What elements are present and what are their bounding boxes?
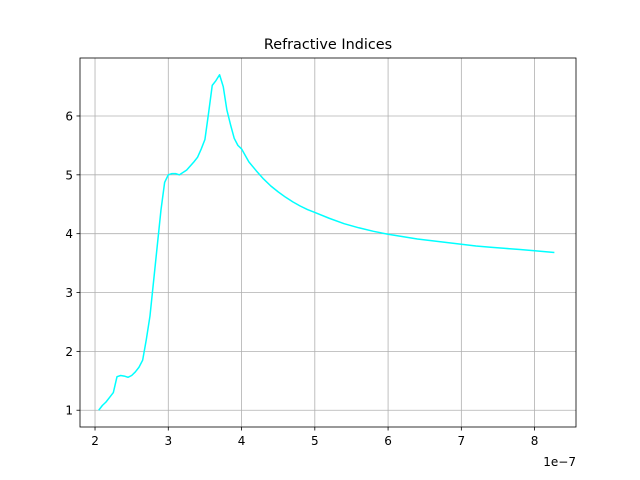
x-offset-label: 1e−7 [543,455,576,469]
y-tick-label: 1 [65,404,73,418]
y-tick-label: 2 [65,345,73,359]
y-tick-label: 4 [65,227,73,241]
y-tick-label: 6 [65,109,73,123]
x-tick-label: 8 [531,434,539,448]
x-tick-label: 2 [91,434,99,448]
x-tick-label: 3 [164,434,172,448]
grid [80,58,576,427]
y-tick-label: 5 [65,168,73,182]
series-layer [98,74,555,411]
ticks: 2 3 4 5 6 7 8 1 2 3 4 5 6 [65,109,538,448]
x-tick-label: 7 [458,434,466,448]
x-tick-label: 5 [311,434,319,448]
series-line-0 [98,74,555,411]
axes-frame [79,57,577,428]
y-tick-label: 3 [65,286,73,300]
x-tick-label: 6 [384,434,392,448]
chart-title: Refractive Indices [264,37,392,53]
x-tick-label: 4 [238,434,246,448]
